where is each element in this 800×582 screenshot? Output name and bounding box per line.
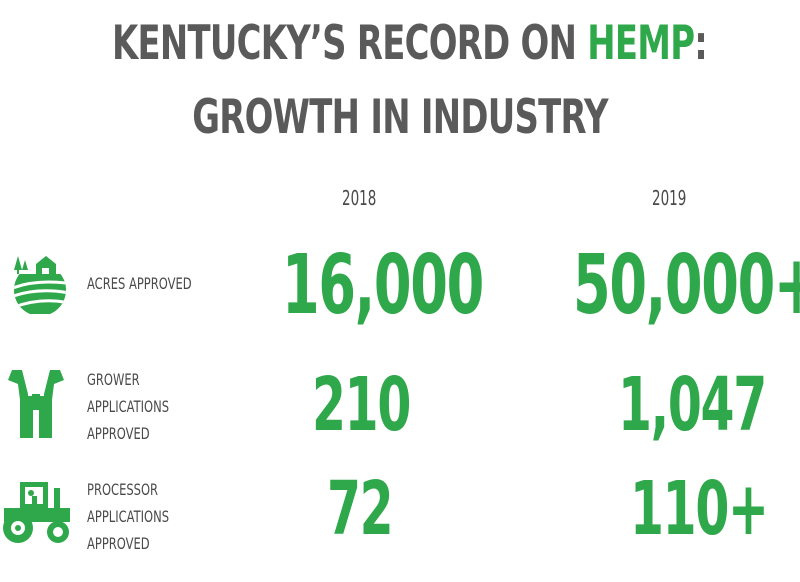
row-label-line: APPROVED [87,424,150,443]
acres-2018-value: 16,000 [282,238,484,333]
title-prefix: KENTUCKY’S RECORD ON [112,16,588,71]
row-label-line: GROWER [87,370,140,389]
grower-2019-value: 1,047 [618,362,767,448]
row-label-line: ACRES APPROVED [87,274,192,293]
tractor-icon [0,478,76,552]
row-label-processor: PROCESSOR APPLICATIONS APPROVED [87,476,169,557]
title-suffix: : [694,16,708,71]
acres-2019-value: 50,000+ [573,238,800,333]
farm-field-icon [4,250,76,318]
year-header-2019: 2019 [652,186,687,210]
page-title-line-2: GROWTH IN INDUSTRY [192,90,608,145]
row-label-line: APPLICATIONS [87,507,170,526]
row-label-line: APPROVED [87,534,150,553]
overalls-icon [6,364,66,448]
processor-2019-value: 110+ [630,466,769,552]
title-highlight: HEMP [587,16,695,71]
row-label-acres: ACRES APPROVED [87,270,192,297]
row-label-line: PROCESSOR [87,480,159,499]
grower-2018-value: 210 [312,362,411,448]
page-title-line-1: KENTUCKY’S RECORD ON HEMP: [112,16,708,71]
year-header-2018: 2018 [342,186,377,210]
row-label-grower: GROWER APPLICATIONS APPROVED [87,366,169,447]
row-label-line: APPLICATIONS [87,397,170,416]
processor-2018-value: 72 [327,466,394,552]
